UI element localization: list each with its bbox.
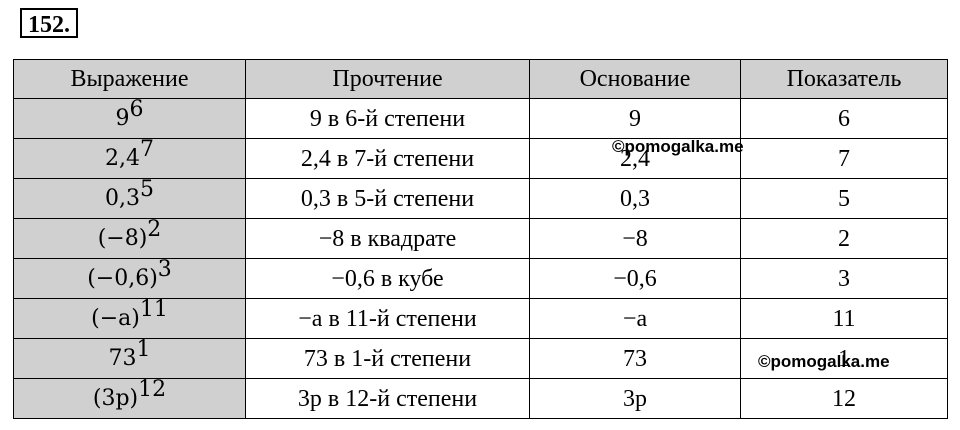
expression-exponent: 3 — [157, 257, 172, 282]
expression-exponent: 11 — [139, 297, 168, 322]
expression-cell: (−0,6)3 — [13, 257, 246, 299]
expression-cell: 0,35 — [13, 177, 246, 219]
header-row: Выражение Прочтение Основание Показатель — [13, 59, 948, 99]
expression-base: 73 — [108, 346, 137, 371]
expression-exponent: 2 — [147, 217, 162, 242]
expression-base: (−0,6) — [87, 266, 158, 291]
base-cell: −0,6 — [529, 258, 741, 299]
expression-base: (−a) — [91, 306, 140, 331]
exponent-cell: 2 — [740, 218, 948, 259]
exponent-cell: 5 — [740, 178, 948, 219]
expression-exponent: 7 — [140, 137, 154, 162]
expression-base: 0,3 — [105, 186, 140, 211]
task-number: 152. — [20, 8, 78, 38]
expression-exponent: 5 — [140, 177, 154, 202]
reading-cell: 0,3 в 5-й степени — [245, 178, 530, 219]
exponent-cell: 7 — [740, 138, 948, 179]
header-exponent: Показатель — [740, 59, 948, 99]
reading-cell: 73 в 1-й степени — [245, 338, 530, 379]
expression-exponent: 6 — [129, 97, 144, 122]
expression-exponent: 12 — [138, 377, 167, 402]
base-cell: 3p — [529, 378, 741, 419]
base-cell: 9 — [529, 98, 741, 139]
expression-cell: 731 — [13, 337, 246, 379]
expression-cell: (3p)12 — [13, 377, 246, 419]
table-row: 0,35 0,3 в 5-й степени 0,3 5 — [13, 177, 948, 219]
base-cell: 0,3 — [529, 178, 741, 219]
expression-base: 9 — [115, 106, 130, 131]
table-row: 731 73 в 1-й степени 73 1 — [13, 337, 948, 379]
table-row: 2,47 2,4 в 7-й степени 2,4 7 — [13, 137, 948, 179]
exponent-cell: 1 — [740, 338, 948, 379]
expression-cell: (−8)2 — [13, 217, 246, 259]
expression-base: 2,4 — [105, 146, 140, 171]
exponent-cell: 11 — [740, 298, 948, 339]
reading-cell: −8 в квадрате — [245, 218, 530, 259]
base-cell: −8 — [529, 218, 741, 259]
table-row: (−a)11 −a в 11-й степени −a 11 — [13, 297, 948, 339]
expression-exponent: 1 — [136, 337, 151, 362]
header-reading: Прочтение — [245, 59, 530, 99]
expression-cell: (−a)11 — [13, 297, 246, 339]
header-expression: Выражение — [13, 59, 246, 99]
reading-cell: −a в 11-й степени — [245, 298, 530, 339]
powers-table: Выражение Прочтение Основание Показатель… — [13, 59, 948, 419]
base-cell: 73 — [529, 338, 741, 379]
exponent-cell: 12 — [740, 378, 948, 419]
table-row: 96 9 в 6-й степени 9 6 — [13, 97, 948, 139]
table-row: (3p)12 3p в 12-й степени 3p 12 — [13, 377, 948, 419]
base-cell: −a — [529, 298, 741, 339]
reading-cell: 9 в 6-й степени — [245, 98, 530, 139]
expression-cell: 2,47 — [13, 137, 246, 179]
watermark: ©pomogalka.me — [612, 137, 744, 156]
reading-cell: −0,6 в кубе — [245, 258, 530, 299]
reading-cell: 2,4 в 7-й степени — [245, 138, 530, 179]
table-row: (−0,6)3 −0,6 в кубе −0,6 3 — [13, 257, 948, 299]
base-cell: 2,4 — [529, 138, 741, 179]
expression-cell: 96 — [13, 97, 246, 139]
expression-base: (3p) — [92, 386, 139, 411]
exponent-cell: 3 — [740, 258, 948, 299]
header-base: Основание — [529, 59, 741, 99]
table-row: (−8)2 −8 в квадрате −8 2 — [13, 217, 948, 259]
expression-base: (−8) — [97, 226, 148, 251]
watermark: ©pomogalka.me — [758, 352, 890, 371]
exponent-cell: 6 — [740, 98, 948, 139]
reading-cell: 3p в 12-й степени — [245, 378, 530, 419]
